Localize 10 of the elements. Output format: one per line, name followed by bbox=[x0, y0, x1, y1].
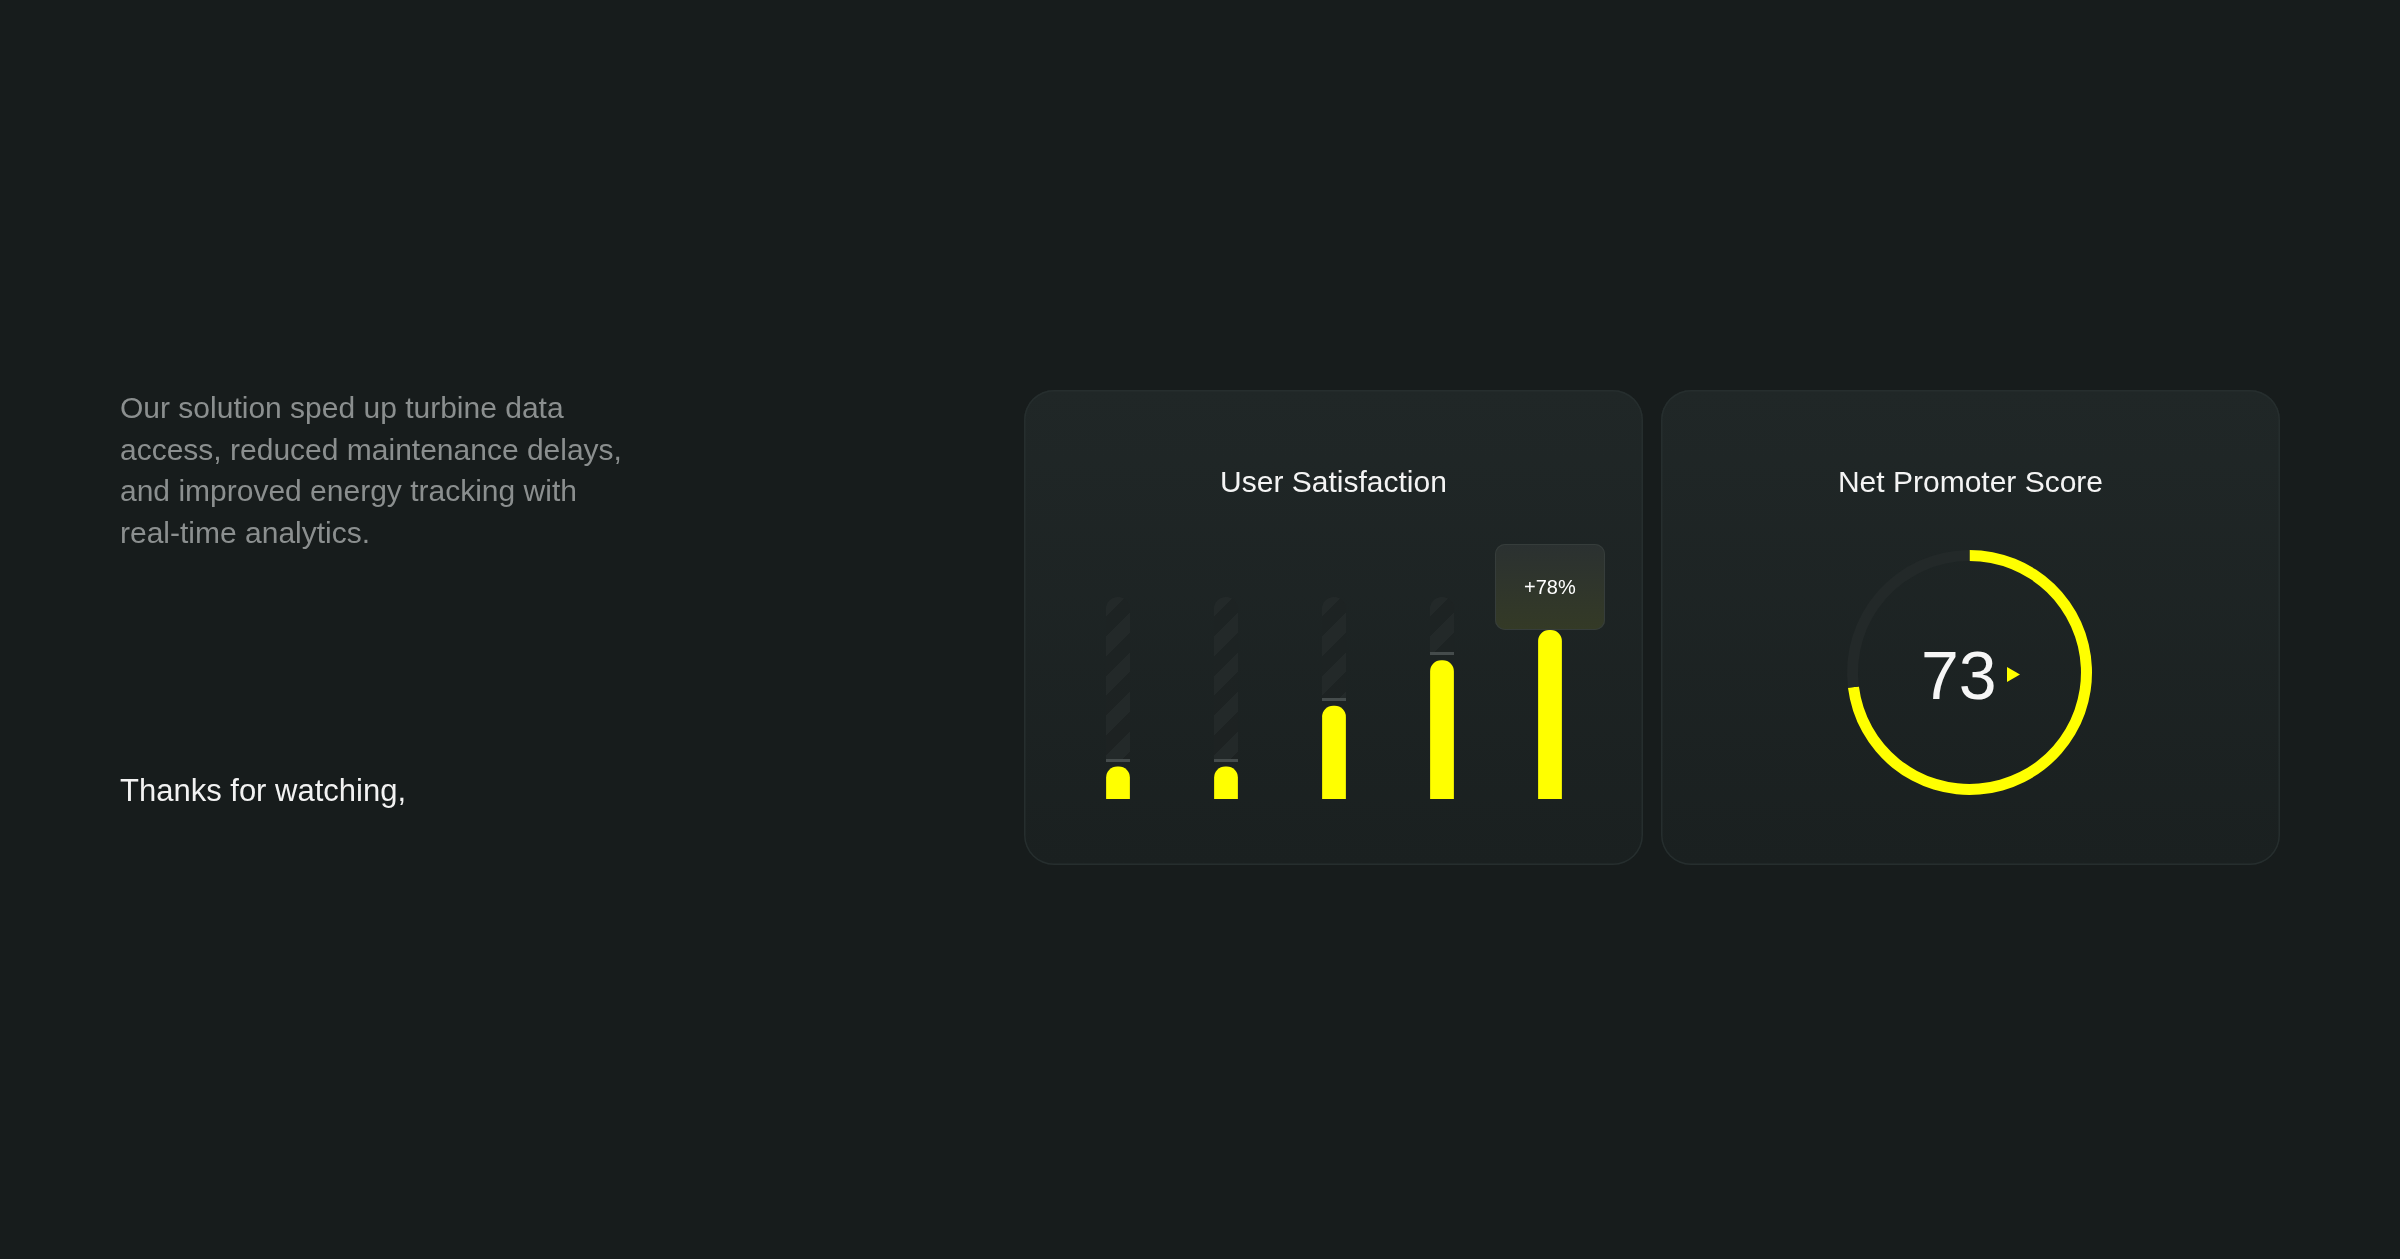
bar bbox=[1322, 705, 1346, 799]
chart-title: User Satisfaction bbox=[1220, 464, 1447, 498]
chart-title: Net Promoter Score bbox=[1837, 464, 2104, 498]
text: Thanks for watching, bbox=[120, 772, 407, 810]
data-label: +78% bbox=[1524, 576, 1576, 598]
donut-slice bbox=[1847, 550, 2092, 795]
text: Our solution sped up turbine data access, reduced maintenance delays, and improved energy tracking with real-time analytics. bbox=[120, 390, 623, 551]
text: 73 bbox=[1921, 637, 1997, 713]
bar bbox=[1538, 630, 1562, 799]
bar bbox=[1430, 660, 1454, 799]
